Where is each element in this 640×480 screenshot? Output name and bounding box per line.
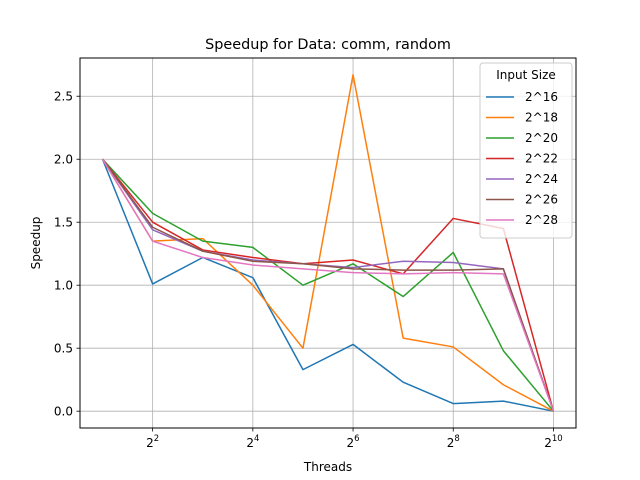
series-line-2-20 [101,158,555,412]
legend-label: 2^26 [525,193,558,207]
legend-label: 2^24 [525,172,558,186]
x-tick-label: 28 [447,434,460,450]
x-tick-label: 26 [347,434,360,450]
legend-label: 2^28 [525,213,558,227]
plot-frame [79,57,577,429]
legend-label: 2^18 [525,111,558,125]
y-tick-label: 1.0 [54,278,73,292]
series-line-2-26 [101,158,555,412]
legend-label: 2^20 [525,131,558,145]
legend-box [479,62,573,239]
y-tick-label: 2.5 [54,89,73,103]
y-axis-label: Speedup [29,217,43,270]
series-line-2-28 [101,158,555,412]
legend-entries: 2^16 2^18 2^20 2^22 2^24 2^26 2^28 [486,90,558,227]
chart-title: Speedup for Data: comm, random [205,37,451,53]
y-tick-label: 2.0 [54,152,73,166]
x-tick-label: 210 [544,434,562,450]
legend: Input Size 2^16 2^18 2^20 2^22 2^24 2^26 2^28 [479,62,573,239]
y-tick-label: 1.5 [54,215,73,229]
legend-title: Input Size [496,68,556,82]
series-line-2-22 [101,158,555,412]
series-layer [101,74,555,412]
x-axis-label: Threads [303,460,352,474]
y-tick-label: 0.5 [54,341,73,355]
x-tick-label: 24 [246,434,259,450]
legend-label: 2^22 [525,152,558,166]
series-line-2-16 [101,158,554,412]
x-tick-label: 22 [146,434,159,450]
tick-layer: 22 24 26 28 210 0.0 0.5 1.0 1.5 2.0 2.5 [54,89,563,450]
legend-label: 2^16 [525,90,558,104]
y-tick-label: 0.0 [54,404,73,418]
